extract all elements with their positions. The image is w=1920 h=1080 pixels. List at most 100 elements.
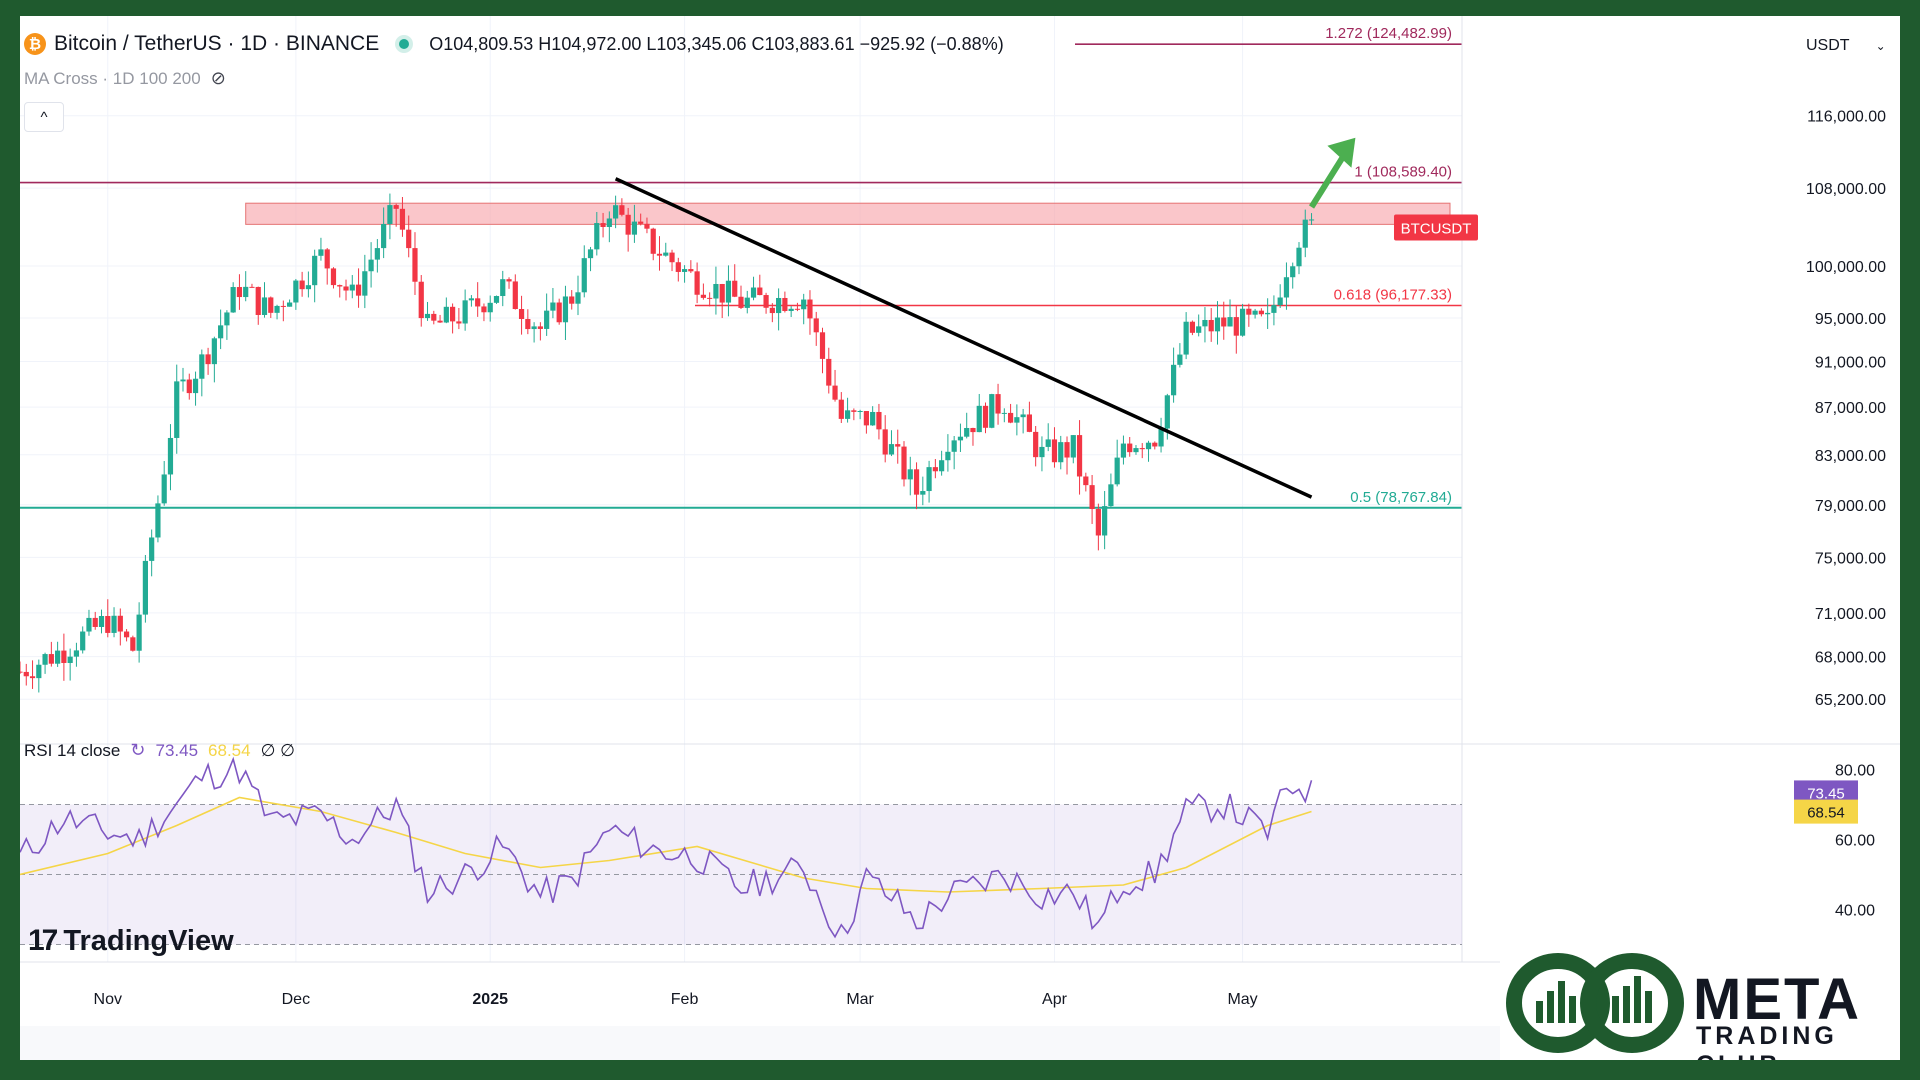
- candle-body: [374, 248, 380, 260]
- date-tick-label: 2025: [472, 991, 508, 1008]
- candle-body: [192, 378, 199, 394]
- fib-level-label: 0.618 (96,177.33): [1334, 287, 1452, 304]
- candle-body: [111, 615, 117, 633]
- candle-body: [23, 671, 29, 677]
- eye-hidden-icon[interactable]: ⊘: [210, 68, 226, 88]
- fib-level-label: 0.5 (78,767.84): [1350, 489, 1452, 506]
- date-tick-label: Feb: [671, 991, 699, 1008]
- candle-body: [218, 325, 224, 339]
- chart-frame: 1.272 (124,482.99) 1 (108,589.40) 0.618 (9…: [20, 16, 1900, 1060]
- rsi-extra: ∅ ∅: [260, 740, 295, 760]
- candle-body: [205, 354, 211, 365]
- currency-select[interactable]: USDT ⌄: [1796, 28, 1896, 64]
- candle-body: [625, 214, 631, 235]
- price-tick-label: 79,000.00: [1815, 498, 1886, 515]
- rsi-label[interactable]: RSI 14 close: [24, 740, 121, 760]
- candle-body: [280, 305, 286, 307]
- candle-body: [123, 631, 130, 638]
- candle-body: [964, 427, 970, 437]
- candle-body: [700, 294, 706, 298]
- candle-body: [631, 221, 638, 235]
- candle-body: [788, 308, 794, 312]
- candle-body: [487, 302, 493, 313]
- candle-body: [36, 664, 42, 679]
- fib-level-label: 1.272 (124,482.99): [1325, 25, 1452, 42]
- price-tick-label: 68,000.00: [1815, 650, 1886, 667]
- price-tick-label: 71,000.00: [1815, 606, 1886, 623]
- candle-body: [506, 279, 512, 282]
- collapse-legend-button[interactable]: ^: [24, 102, 64, 132]
- candle-body: [995, 394, 1001, 414]
- fib-level-label: 1 (108,589.40): [1354, 164, 1452, 181]
- candle-body: [707, 297, 713, 299]
- candle-body: [844, 410, 851, 419]
- meta-wordmark: META: [1693, 967, 1862, 1032]
- candle-body: [355, 284, 362, 296]
- candle-body: [989, 394, 995, 428]
- candle-body: [1083, 476, 1089, 486]
- candle-body: [913, 469, 920, 495]
- candle-body: [638, 221, 644, 224]
- indicator-label[interactable]: MA Cross · 1D 100 200: [24, 68, 201, 88]
- candle-body: [1202, 319, 1208, 327]
- candle-body: [1158, 428, 1164, 447]
- candle-body: [1001, 412, 1007, 414]
- candle-body: [1133, 448, 1139, 453]
- tradingview-mark-icon: 17: [28, 924, 58, 957]
- candle-body: [1020, 414, 1026, 418]
- candle-body: [381, 223, 387, 249]
- candle-body: [261, 297, 268, 315]
- candle-body: [1258, 310, 1264, 315]
- candle-body: [1145, 442, 1152, 450]
- candle-body: [1070, 435, 1076, 458]
- candle-body: [970, 427, 976, 433]
- footer-strip: [20, 1026, 1500, 1060]
- candle-body: [349, 284, 355, 291]
- candle-body: [1127, 443, 1133, 453]
- refresh-icon[interactable]: ↻: [130, 740, 146, 760]
- candle-body: [619, 205, 625, 215]
- candle-body: [1045, 439, 1051, 447]
- indicator-legend: MA Cross · 1D 100 200 ⊘: [24, 68, 226, 89]
- trendline: [614, 177, 1313, 499]
- candle-body: [1120, 443, 1127, 458]
- tradingview-wordmark: TradingView: [63, 924, 234, 957]
- candle-body: [1064, 442, 1070, 458]
- candle-body: [142, 560, 148, 615]
- candle-body: [1189, 321, 1196, 333]
- candle-body: [1139, 448, 1145, 450]
- candle-body: [1227, 317, 1233, 327]
- meta-infinity-icon: [1506, 953, 1684, 1053]
- candle-body: [744, 297, 750, 308]
- candle-body: [763, 295, 769, 308]
- candle-body: [61, 650, 67, 663]
- rsi-legend: RSI 14 close ↻ 73.45 68.54 ∅ ∅: [24, 740, 295, 761]
- candle-body: [907, 469, 913, 480]
- date-tick-label: Dec: [282, 991, 310, 1008]
- candle-body: [130, 637, 136, 651]
- candle-body: [901, 446, 907, 480]
- candle-body: [876, 411, 882, 430]
- candle-body: [838, 399, 844, 419]
- rsi-tick-label: 40.00: [1835, 903, 1875, 920]
- candle-body: [932, 467, 938, 472]
- candle-body: [500, 279, 506, 297]
- candle-body: [807, 299, 813, 319]
- candle-body: [537, 326, 543, 329]
- candle-body: [337, 285, 343, 287]
- candle-body: [1283, 277, 1290, 298]
- candle-body: [1007, 412, 1014, 423]
- candle-body: [544, 310, 550, 329]
- candle-body: [1089, 485, 1095, 510]
- candle-body: [1152, 442, 1158, 447]
- symbol-title[interactable]: Bitcoin / TetherUS · 1D · BINANCE: [54, 32, 380, 55]
- candle-body: [669, 252, 675, 263]
- candle-body: [518, 309, 525, 319]
- candle-body: [1014, 417, 1020, 423]
- candle-body: [920, 491, 926, 495]
- candle-body: [399, 208, 406, 230]
- candle-body: [951, 440, 957, 452]
- candle-body: [1252, 310, 1258, 315]
- market-status-dot-icon: [399, 39, 410, 49]
- price-chart[interactable]: 1.272 (124,482.99) 1 (108,589.40) 0.618 (9…: [20, 16, 1900, 1060]
